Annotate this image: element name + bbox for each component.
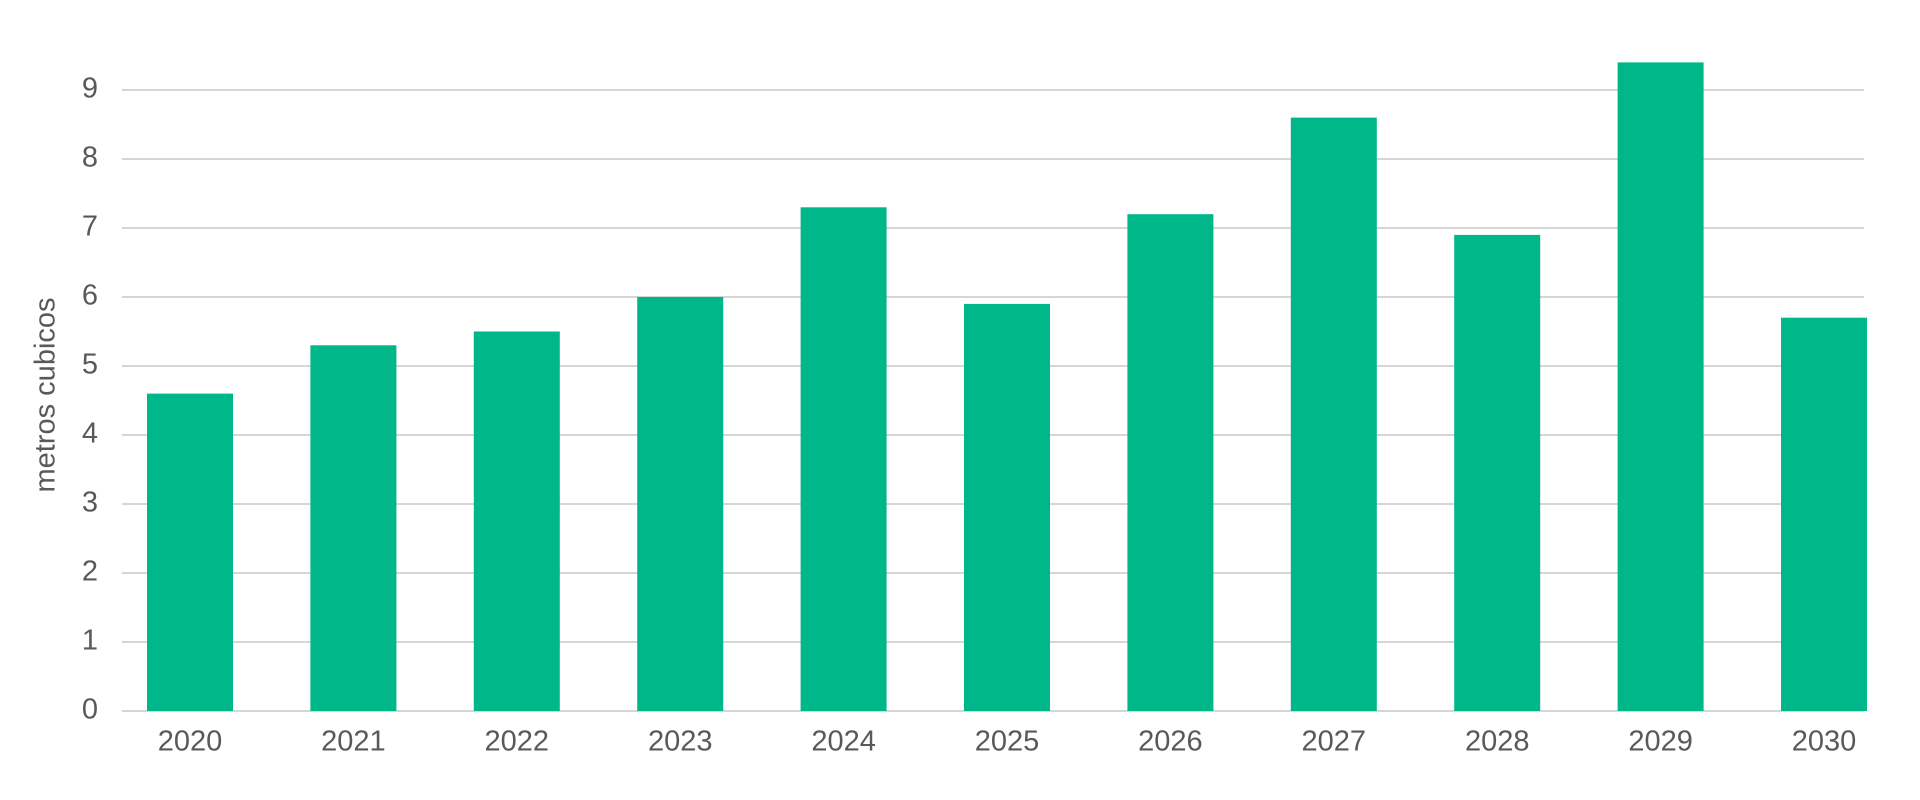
y-tick-label: 4 bbox=[82, 418, 98, 450]
bar bbox=[1617, 62, 1704, 711]
y-tick-label: 9 bbox=[82, 73, 98, 105]
x-tick-label: 2022 bbox=[485, 726, 550, 758]
bar bbox=[637, 297, 724, 711]
y-tick-label: 1 bbox=[82, 625, 98, 657]
y-tick-label: 3 bbox=[82, 487, 98, 519]
y-tick-label: 7 bbox=[82, 211, 98, 243]
y-tick-label: 6 bbox=[82, 280, 98, 312]
x-tick-label: 2023 bbox=[648, 726, 713, 758]
bar bbox=[1127, 214, 1214, 711]
x-tick-label: 2026 bbox=[1138, 726, 1203, 758]
x-tick-label: 2024 bbox=[811, 726, 876, 758]
bar bbox=[473, 331, 560, 711]
y-tick-label: 0 bbox=[82, 694, 98, 726]
y-axis-label: metros cubicos bbox=[30, 297, 62, 492]
x-tick-label: 2028 bbox=[1465, 726, 1530, 758]
bar bbox=[964, 303, 1050, 711]
x-tick-label: 2021 bbox=[321, 726, 386, 758]
y-tick-label: 2 bbox=[82, 556, 98, 588]
x-tick-label: 2029 bbox=[1628, 726, 1693, 758]
x-tick-label: 2020 bbox=[158, 726, 223, 758]
x-tick-label: 2030 bbox=[1792, 726, 1857, 758]
y-tick-label: 8 bbox=[82, 142, 98, 174]
y-tick-label: 5 bbox=[82, 349, 98, 381]
bar bbox=[147, 393, 233, 711]
bar bbox=[1781, 317, 1867, 711]
bar bbox=[310, 345, 397, 711]
x-tick-label: 2027 bbox=[1302, 726, 1367, 758]
bar bbox=[1454, 234, 1541, 711]
bar bbox=[800, 207, 887, 712]
x-tick-label: 2025 bbox=[975, 726, 1040, 758]
bar bbox=[1290, 117, 1377, 712]
